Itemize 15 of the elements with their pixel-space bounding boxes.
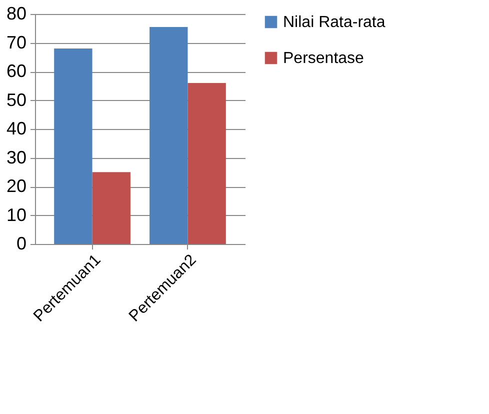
y-tick-label: 60 [6,61,26,81]
y-tick-label: 80 [6,4,26,24]
bar [54,48,92,244]
bar [188,83,226,244]
y-tick-label: 40 [6,118,26,138]
y-tick-label: 0 [16,234,26,254]
legend-label: Nilai Rata-rata [283,14,386,31]
y-tick-label: 70 [6,32,26,52]
bar [150,26,188,244]
y-tick-label: 30 [6,147,26,168]
y-tick-label: 50 [6,90,26,110]
legend-label: Persentase [283,50,364,67]
bar [92,172,130,244]
y-tick-label: 20 [6,176,26,196]
y-tick-label: 10 [6,204,26,225]
